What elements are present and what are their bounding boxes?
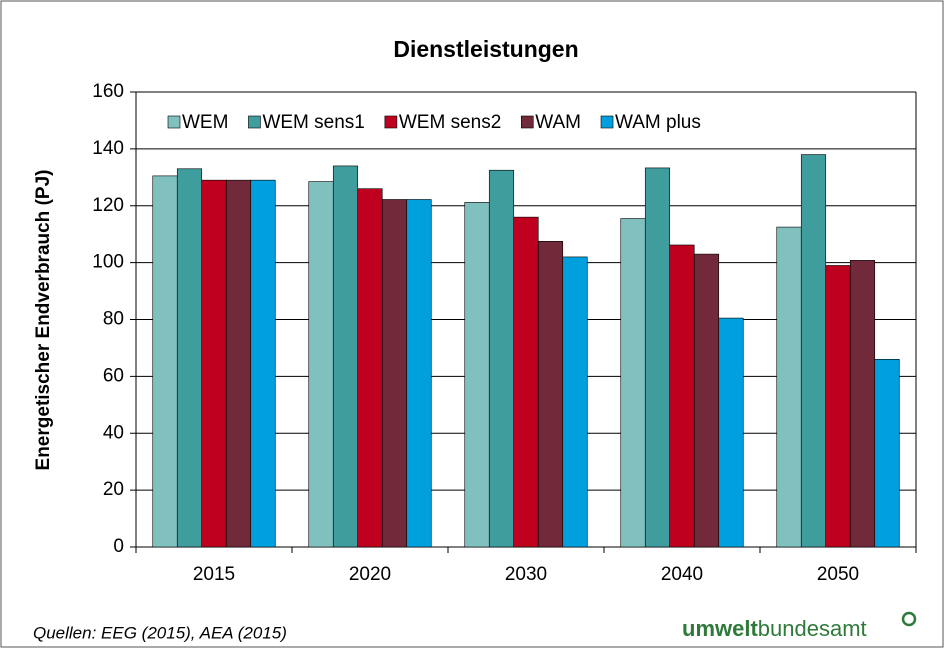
x-tick-label: 2030 — [505, 564, 547, 585]
bar — [201, 179, 227, 548]
legend-label: WEM sens1 — [262, 112, 364, 133]
source: Quellen: EEG (2015), AEA (2015) — [33, 623, 287, 642]
legend-swatch — [600, 115, 614, 129]
y-axis-label: Energetischer Endverbrauch (PJ) — [33, 170, 54, 471]
y-tick-label: 140 — [92, 138, 124, 159]
x-tick-label: 2015 — [193, 564, 235, 585]
y-tick-label: 80 — [103, 309, 124, 330]
bar — [874, 359, 900, 548]
bar — [357, 188, 383, 548]
bar — [825, 265, 851, 548]
bar — [776, 226, 802, 548]
bar — [332, 165, 359, 548]
bar — [718, 317, 744, 548]
legend-swatch — [520, 115, 534, 129]
bar — [620, 218, 646, 548]
bar — [669, 244, 695, 548]
bar — [464, 202, 490, 548]
bar — [152, 175, 178, 548]
legend-box — [148, 106, 721, 140]
bar — [406, 199, 432, 548]
logo-bold: umwelt — [682, 616, 758, 641]
bar — [513, 216, 539, 548]
y-tick-label: 120 — [92, 195, 124, 216]
legend-label: WEM — [182, 112, 228, 133]
legend-swatch — [167, 115, 181, 129]
legend-label: WAM plus — [615, 112, 701, 133]
x-tick-label: 2040 — [661, 564, 703, 585]
legend-swatch — [248, 115, 261, 129]
y-tick-label: 20 — [103, 479, 124, 500]
logo-regular: bundesamt — [758, 616, 867, 641]
logo: umweltbundesamt — [682, 616, 867, 641]
y-tick-label: 40 — [103, 422, 124, 443]
x-tick-label: 2050 — [817, 564, 859, 585]
bar — [381, 199, 408, 548]
legend-label: WEM sens2 — [399, 112, 501, 133]
bar — [693, 253, 720, 548]
bar — [308, 181, 334, 548]
bar — [488, 169, 515, 548]
bar — [562, 256, 588, 548]
legend-swatch — [384, 115, 398, 129]
bar — [537, 240, 564, 548]
y-tick-label: 160 — [92, 81, 124, 102]
bar — [225, 179, 252, 548]
bar — [849, 260, 876, 548]
bar — [644, 167, 671, 548]
logo-mark — [901, 611, 917, 627]
bar — [800, 154, 827, 548]
x-tick-label: 2020 — [349, 564, 391, 585]
legend-label: WAM — [535, 112, 581, 133]
y-tick-label: 0 — [113, 536, 124, 557]
bar — [176, 168, 203, 548]
chart-title: Dienstleistungen — [393, 36, 578, 62]
y-tick-label: 100 — [92, 252, 124, 273]
y-tick-label: 60 — [103, 365, 124, 386]
bar — [250, 179, 276, 548]
